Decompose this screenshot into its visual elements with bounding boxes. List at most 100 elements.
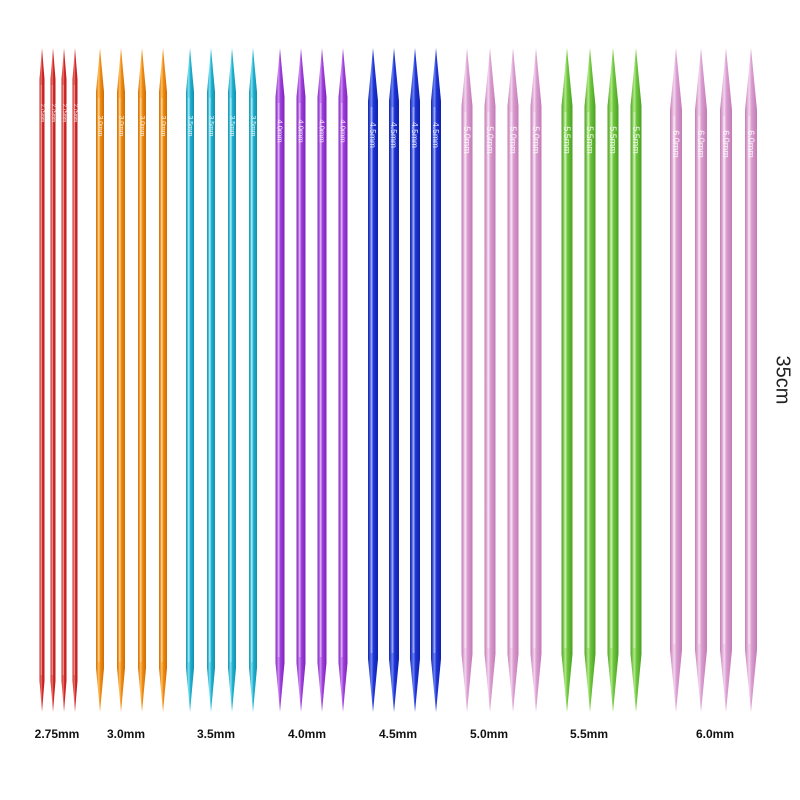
needle-shaft	[461, 48, 473, 712]
needle-shaft	[670, 48, 682, 712]
needle-size-imprint: 3.5mm	[187, 116, 194, 137]
needle-shaft	[275, 48, 285, 712]
needle-4-5mm-3: 4.5mm	[410, 48, 420, 712]
needle-4-0mm-2: 4.0mm	[296, 48, 306, 712]
needle-size-imprint: 5.5mm	[608, 126, 618, 154]
needle-5-5mm-4: 5.5mm	[630, 48, 642, 712]
needle-size-imprint: 5.5mm	[562, 126, 572, 154]
needle-size-imprint: 2.75mm	[72, 104, 78, 122]
needle-size-imprint: 4.5mm	[431, 122, 441, 148]
needle-shaft	[431, 48, 441, 712]
needle-shaft	[484, 48, 496, 712]
needle-size-imprint: 2.75mm	[50, 104, 56, 122]
needle-shaft	[507, 48, 519, 712]
needle-5-0mm-3: 5.0mm	[507, 48, 519, 712]
needle-shaft	[186, 48, 194, 712]
needle-shaft	[720, 48, 732, 712]
needle-size-imprint: 4.5mm	[410, 122, 420, 148]
needle-5-0mm-4: 5.0mm	[530, 48, 542, 712]
needle-size-imprint: 3.5mm	[208, 116, 215, 137]
needle-3-5mm-3: 3.5mm	[228, 48, 236, 712]
needle-2-75mm-3: 2.75mm	[61, 48, 67, 712]
needle-shaft	[745, 48, 757, 712]
needle-5-5mm-3: 5.5mm	[607, 48, 619, 712]
size-label-2-75mm: 2.75mm	[34, 727, 80, 741]
needle-shaft	[338, 48, 348, 712]
needle-shaft	[530, 48, 542, 712]
needle-2-75mm-4: 2.75mm	[72, 48, 78, 712]
needle-shaft	[207, 48, 215, 712]
needle-shaft	[138, 48, 146, 712]
needle-size-imprint: 4.0mm	[297, 119, 306, 142]
needle-shaft	[96, 48, 104, 712]
needle-5-5mm-1: 5.5mm	[561, 48, 573, 712]
needle-shaft	[39, 48, 45, 712]
needle-6-0mm-2: 6.0mm	[695, 48, 707, 712]
needle-size-imprint: 6.0mm	[671, 130, 681, 158]
needle-shaft	[368, 48, 378, 712]
needle-size-imprint: 5.5mm	[631, 126, 641, 154]
needle-3-5mm-2: 3.5mm	[207, 48, 215, 712]
needle-size-imprint: 5.0mm	[462, 126, 472, 154]
needle-2-75mm-2: 2.75mm	[50, 48, 56, 712]
needle-3-0mm-2: 3.0mm	[117, 48, 125, 712]
needle-3-0mm-3: 3.0mm	[138, 48, 146, 712]
needle-size-imprint: 2.75mm	[39, 104, 45, 122]
needle-size-imprint: 3.5mm	[250, 116, 257, 137]
needle-size-imprint: 4.0mm	[276, 119, 285, 142]
needle-size-imprint: 3.0mm	[139, 116, 146, 137]
needle-shaft	[117, 48, 125, 712]
needle-3-5mm-4: 3.5mm	[249, 48, 257, 712]
length-label: 35cm	[771, 355, 794, 405]
needle-size-imprint: 6.0mm	[696, 130, 706, 158]
needle-size-imprint: 6.0mm	[746, 130, 756, 158]
needle-size-imprint: 5.5mm	[585, 126, 595, 154]
needle-6-0mm-4: 6.0mm	[745, 48, 757, 712]
needle-shaft	[249, 48, 257, 712]
needle-shaft	[410, 48, 420, 712]
needle-shaft	[389, 48, 399, 712]
needle-size-imprint: 6.0mm	[721, 130, 731, 158]
needle-shaft	[72, 48, 78, 712]
needle-size-imprint: 5.0mm	[508, 126, 518, 154]
needle-5-0mm-1: 5.0mm	[461, 48, 473, 712]
needle-shaft	[695, 48, 707, 712]
needle-shaft	[296, 48, 306, 712]
needle-shaft	[228, 48, 236, 712]
needle-3-0mm-4: 3.0mm	[159, 48, 167, 712]
needle-5-5mm-2: 5.5mm	[584, 48, 596, 712]
needle-4-5mm-4: 4.5mm	[431, 48, 441, 712]
size-label-3-0mm: 3.0mm	[106, 727, 146, 741]
size-label-6-0mm: 6.0mm	[695, 727, 735, 741]
needle-size-imprint: 2.75mm	[61, 104, 67, 122]
needle-4-0mm-3: 4.0mm	[317, 48, 327, 712]
needle-shaft	[607, 48, 619, 712]
needle-shaft	[561, 48, 573, 712]
needle-size-imprint: 3.0mm	[160, 116, 167, 137]
size-label-5-0mm: 5.0mm	[469, 727, 509, 741]
needle-6-0mm-1: 6.0mm	[670, 48, 682, 712]
needle-size-imprint: 4.5mm	[368, 122, 378, 148]
needle-size-imprint: 5.0mm	[531, 126, 541, 154]
needle-shaft	[159, 48, 167, 712]
needle-size-imprint: 3.0mm	[118, 116, 125, 137]
needle-2-75mm-1: 2.75mm	[39, 48, 45, 712]
needle-3-5mm-1: 3.5mm	[186, 48, 194, 712]
needle-4-5mm-2: 4.5mm	[389, 48, 399, 712]
needle-4-0mm-4: 4.0mm	[338, 48, 348, 712]
needle-5-0mm-2: 5.0mm	[484, 48, 496, 712]
size-label-3-5mm: 3.5mm	[196, 727, 236, 741]
needle-size-imprint: 5.0mm	[485, 126, 495, 154]
needle-shaft	[317, 48, 327, 712]
size-label-4-0mm: 4.0mm	[287, 727, 327, 741]
needle-shaft	[630, 48, 642, 712]
size-label-4-5mm: 4.5mm	[378, 727, 418, 741]
size-label-5-5mm: 5.5mm	[569, 727, 609, 741]
needle-4-5mm-1: 4.5mm	[368, 48, 378, 712]
needle-4-0mm-1: 4.0mm	[275, 48, 285, 712]
needle-size-imprint: 4.0mm	[318, 119, 327, 142]
needle-size-imprint: 4.5mm	[389, 122, 399, 148]
needle-shaft	[61, 48, 67, 712]
